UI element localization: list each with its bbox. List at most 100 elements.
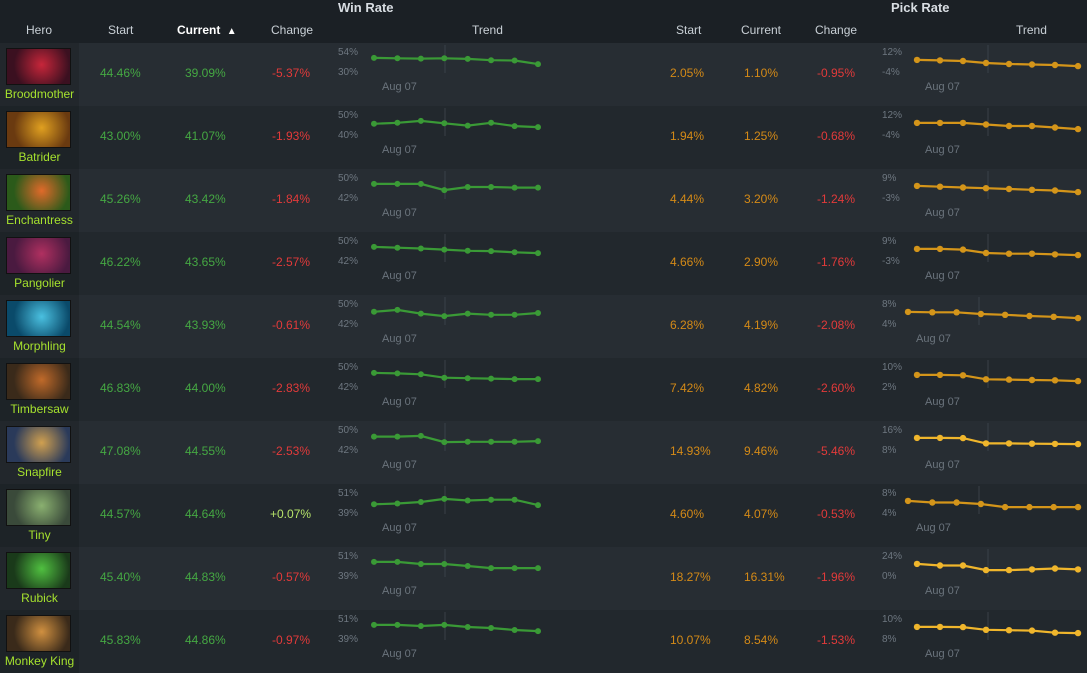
win-change-column-header[interactable]: Change bbox=[271, 23, 314, 37]
win-trend-point[interactable] bbox=[511, 438, 518, 445]
pick-trend-point[interactable] bbox=[959, 372, 967, 379]
pick-trend-point[interactable] bbox=[959, 57, 967, 65]
pick-trend-point[interactable] bbox=[1005, 250, 1013, 257]
pick-trend-point[interactable] bbox=[936, 371, 944, 379]
win-trend-point[interactable] bbox=[464, 247, 471, 254]
pick-trend-point[interactable] bbox=[959, 119, 967, 127]
win-trend-point[interactable] bbox=[371, 433, 377, 440]
win-trend-point[interactable] bbox=[535, 438, 541, 445]
win-trend-point[interactable] bbox=[371, 369, 377, 376]
table-row[interactable]: Snapfire 47.08% 44.55% -2.53% 50% 42% Aug 07 14… bbox=[0, 421, 1087, 484]
pick-trend-point[interactable] bbox=[1074, 314, 1082, 322]
win-trend-point[interactable] bbox=[511, 123, 518, 130]
pick-trend-point[interactable] bbox=[982, 626, 990, 633]
pick-rate-trend-chart[interactable]: 12% -4% Aug 07 bbox=[880, 43, 1086, 106]
pick-trend-point[interactable] bbox=[1028, 566, 1036, 573]
hero-cell[interactable]: Monkey King bbox=[0, 610, 79, 673]
pick-trend-point[interactable] bbox=[1051, 565, 1059, 572]
pick-trend-point[interactable] bbox=[1005, 440, 1013, 447]
pick-trend-point[interactable] bbox=[913, 56, 921, 64]
table-row[interactable]: Timbersaw 46.83% 44.00% -2.83% 50% 42% Aug 07 7… bbox=[0, 358, 1087, 421]
pick-trend-point[interactable] bbox=[982, 440, 990, 447]
win-trend-point[interactable] bbox=[371, 243, 377, 250]
win-trend-point[interactable] bbox=[394, 180, 401, 187]
win-trend-point[interactable] bbox=[441, 621, 448, 628]
pick-trend-point[interactable] bbox=[913, 371, 921, 379]
pick-trend-point[interactable] bbox=[982, 566, 990, 574]
pick-trend-point[interactable] bbox=[1005, 566, 1013, 574]
pick-trend-point[interactable] bbox=[1028, 186, 1036, 193]
pick-trend-point[interactable] bbox=[1074, 503, 1082, 511]
pick-trend-point[interactable] bbox=[959, 623, 967, 631]
hero-cell[interactable]: Broodmother bbox=[0, 43, 79, 106]
win-trend-point[interactable] bbox=[535, 184, 541, 191]
pick-trend-point[interactable] bbox=[959, 246, 967, 253]
pick-trend-point[interactable] bbox=[929, 499, 936, 506]
pick-trend-point[interactable] bbox=[936, 183, 944, 190]
pick-trend-point[interactable] bbox=[1005, 60, 1013, 68]
pick-trend-point[interactable] bbox=[1051, 61, 1059, 69]
win-trend-point[interactable] bbox=[511, 57, 518, 64]
rubick-portrait-icon[interactable] bbox=[6, 552, 71, 589]
hero-name[interactable]: Batrider bbox=[18, 150, 61, 164]
win-trend-point[interactable] bbox=[511, 311, 518, 318]
win-trend-point[interactable] bbox=[441, 55, 448, 62]
win-trend-point[interactable] bbox=[371, 120, 377, 127]
win-trend-point[interactable] bbox=[464, 310, 471, 317]
win-rate-trend-chart[interactable]: 50% 40% Aug 07 bbox=[336, 106, 556, 169]
win-current-column-header[interactable]: Current ▲ bbox=[177, 23, 237, 37]
pick-trend-column-header[interactable]: Trend bbox=[1016, 23, 1047, 37]
pick-trend-point[interactable] bbox=[1028, 440, 1036, 447]
pick-trend-point[interactable] bbox=[959, 434, 967, 442]
table-row[interactable]: Broodmother 44.46% 39.09% -5.37% 54% 30% Aug 0… bbox=[0, 43, 1087, 106]
win-trend-point[interactable] bbox=[488, 438, 495, 445]
table-row[interactable]: Pangolier 46.22% 43.65% -2.57% 50% 42% Aug 07 4… bbox=[0, 232, 1087, 295]
win-trend-point[interactable] bbox=[394, 119, 401, 126]
pick-trend-point[interactable] bbox=[1028, 61, 1036, 68]
hero-name[interactable]: Broodmother bbox=[4, 87, 75, 101]
pick-trend-point[interactable] bbox=[913, 623, 921, 631]
pick-trend-point[interactable] bbox=[977, 500, 985, 508]
win-trend-point[interactable] bbox=[441, 439, 448, 446]
hero-name[interactable]: Timbersaw bbox=[10, 402, 69, 416]
pick-trend-point[interactable] bbox=[1028, 250, 1036, 257]
hero-cell[interactable]: Snapfire bbox=[0, 421, 79, 484]
pick-current-column-header[interactable]: Current bbox=[741, 23, 782, 37]
win-trend-point[interactable] bbox=[511, 249, 518, 256]
win-trend-point[interactable] bbox=[394, 55, 401, 62]
batrider-portrait-icon[interactable] bbox=[6, 111, 71, 148]
pick-trend-point[interactable] bbox=[904, 308, 912, 316]
pick-trend-point[interactable] bbox=[1051, 440, 1059, 448]
pick-trend-point[interactable] bbox=[936, 119, 944, 127]
hero-column-header[interactable]: Hero bbox=[26, 23, 53, 37]
win-trend-point[interactable] bbox=[535, 61, 541, 68]
pick-trend-point[interactable] bbox=[936, 245, 944, 253]
hero-name[interactable]: Enchantress bbox=[6, 213, 73, 227]
win-trend-point[interactable] bbox=[535, 310, 541, 316]
win-rate-trend-chart[interactable]: 50% 42% Aug 07 bbox=[336, 232, 556, 295]
win-rate-trend-chart[interactable]: 51% 39% Aug 07 bbox=[336, 547, 556, 610]
hero-cell[interactable]: Rubick bbox=[0, 547, 79, 610]
pick-trend-point[interactable] bbox=[982, 185, 990, 192]
hero-cell[interactable]: Enchantress bbox=[0, 169, 79, 232]
hero-cell[interactable]: Tiny bbox=[0, 484, 79, 547]
win-start-column-header[interactable]: Start bbox=[108, 23, 134, 37]
pick-trend-point[interactable] bbox=[959, 184, 967, 191]
pick-trend-point[interactable] bbox=[1026, 312, 1033, 320]
win-trend-point[interactable] bbox=[417, 245, 424, 252]
win-trend-point[interactable] bbox=[464, 122, 471, 129]
pick-trend-point[interactable] bbox=[913, 560, 921, 568]
win-trend-point[interactable] bbox=[394, 500, 401, 507]
pick-rate-trend-chart[interactable]: 24% 0% Aug 07 bbox=[880, 547, 1086, 610]
pick-trend-point[interactable] bbox=[1074, 440, 1082, 448]
monkey-king-portrait-icon[interactable] bbox=[6, 615, 71, 652]
pick-trend-point[interactable] bbox=[1074, 629, 1082, 637]
pick-trend-point[interactable] bbox=[1050, 313, 1057, 320]
pick-trend-point[interactable] bbox=[977, 310, 985, 318]
win-trend-point[interactable] bbox=[464, 624, 471, 630]
pick-trend-point[interactable] bbox=[1005, 376, 1013, 383]
win-trend-point[interactable] bbox=[417, 117, 424, 124]
win-trend-point[interactable] bbox=[511, 184, 518, 191]
win-trend-point[interactable] bbox=[535, 502, 541, 509]
win-trend-point[interactable] bbox=[417, 623, 424, 629]
